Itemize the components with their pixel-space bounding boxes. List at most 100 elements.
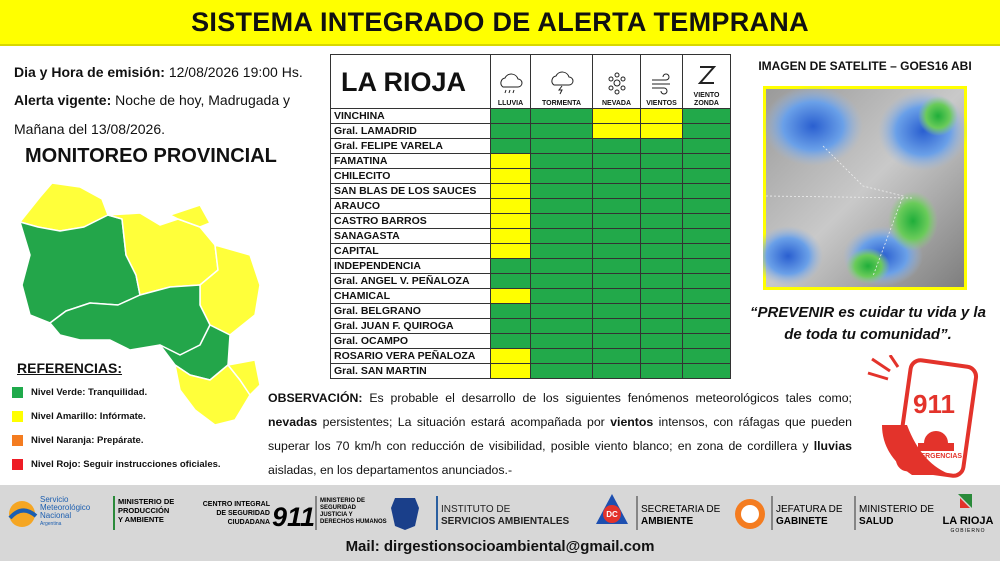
alert-cell xyxy=(592,168,641,184)
column-label: NEVADA xyxy=(601,100,632,107)
alert-cell xyxy=(530,153,593,169)
reference-item: Nivel Naranja: Prepárate. xyxy=(12,435,143,446)
alert-cell xyxy=(640,348,683,364)
table-row: Gral. ANGEL V. PEÑALOZA xyxy=(330,273,731,289)
alert-cell xyxy=(490,138,531,154)
observation-text: vientos xyxy=(610,415,654,429)
alert-label: Alerta vigente: xyxy=(14,92,112,108)
logo-text: SECRETARIA DE xyxy=(641,504,721,515)
department-name: CHAMICAL xyxy=(330,288,491,304)
logo-text: Y AMBIENTE xyxy=(118,515,164,524)
alert-cell xyxy=(640,318,683,334)
table-row: Gral. SAN MARTIN xyxy=(330,363,731,379)
alert-cell xyxy=(530,228,593,244)
reference-item: Nivel Rojo: Seguir instrucciones oficial… xyxy=(12,459,221,470)
alert-cell xyxy=(530,123,593,139)
footer-logos: Servicio Meteorológico Nacional Argentin… xyxy=(8,494,994,534)
alert-cell xyxy=(640,303,683,319)
table-header-row: LA RIOJA LLUVIA TORMENTA NEVADA VIENTOS VIENT… xyxy=(330,54,731,109)
department-name: Gral. LAMADRID xyxy=(330,123,491,139)
logo-text: CENTRO INTEGRAL xyxy=(203,501,271,508)
table-row: Gral. OCAMPO xyxy=(330,333,731,349)
reference-swatch xyxy=(12,459,23,470)
logo-text: Argentina xyxy=(40,521,62,527)
alert-cell xyxy=(530,303,593,319)
alert-cell xyxy=(640,138,683,154)
alert-cell xyxy=(592,108,641,124)
logo-text: AMBIENTE xyxy=(641,516,694,527)
reference-item: Nivel Verde: Tranquilidad. xyxy=(12,387,147,398)
reference-item: Nivel Amarillo: Infórmate. xyxy=(12,411,146,422)
alert-cell xyxy=(530,243,593,259)
alert-cell xyxy=(640,363,683,379)
alert-cell xyxy=(592,198,641,214)
observation: OBSERVACIÓN: Es probable el desarrollo d… xyxy=(268,386,852,482)
observation-text: intensos, con ráfagas que pueden superar… xyxy=(268,415,856,453)
alert-cell xyxy=(682,183,731,199)
emission-value: 12/08/2026 19:00 Hs. xyxy=(168,64,303,80)
department-name: FAMATINA xyxy=(330,153,491,169)
alert-cell xyxy=(592,288,641,304)
reference-swatch xyxy=(12,387,23,398)
table-row: Gral. FELIPE VARELA xyxy=(330,138,731,154)
department-name: CHILECITO xyxy=(330,168,491,184)
alert-cell xyxy=(490,318,531,334)
alert-cell xyxy=(592,348,641,364)
alert-cell xyxy=(592,153,641,169)
alert-value: Noche de hoy, Madrugada y Mañana del 13/… xyxy=(14,92,290,137)
reference-swatch xyxy=(12,411,23,422)
column-header: TORMENTA xyxy=(530,54,593,109)
alert-cell xyxy=(592,333,641,349)
alert-cell xyxy=(490,348,531,364)
department-name: CASTRO BARROS xyxy=(330,213,491,229)
alert-cell xyxy=(530,333,593,349)
department-name: ROSARIO VERA PEÑALOZA xyxy=(330,348,491,364)
alert-cell xyxy=(592,183,641,199)
logo-text: DE SEGURIDAD xyxy=(216,510,270,517)
table-row: Gral. LAMADRID xyxy=(330,123,731,139)
column-label: VIENTO ZONDA xyxy=(693,92,720,107)
logo-text: DERECHOS HUMANOS xyxy=(320,519,387,525)
satellite-image xyxy=(763,86,967,290)
department-name: Gral. BELGRANO xyxy=(330,303,491,319)
table-title: LA RIOJA xyxy=(330,54,491,109)
reference-label: Nivel Verde: Tranquilidad. xyxy=(31,387,148,398)
observation-text: aisladas, en los departamentos anunciado… xyxy=(268,439,856,477)
reference-label: Nivel Amarillo: Infórmate. xyxy=(31,411,146,422)
alert-cell xyxy=(682,168,731,184)
alert-cell xyxy=(592,123,641,139)
alert-cell xyxy=(640,198,683,214)
alert-cell xyxy=(640,258,683,274)
department-name: Gral. SAN MARTIN xyxy=(330,363,491,379)
alert-cell xyxy=(682,243,731,259)
emergency-number: 911 xyxy=(913,389,955,419)
references-title: REFERENCIAS: xyxy=(17,360,123,376)
province-map xyxy=(19,182,261,426)
alert-cell xyxy=(490,288,531,304)
logo-text: DC xyxy=(606,510,618,519)
table-row: VINCHINA xyxy=(330,108,731,124)
alert-cell xyxy=(640,108,683,124)
alert-cell xyxy=(592,303,641,319)
column-header: VIENTO ZONDA xyxy=(682,54,731,109)
alert-cell xyxy=(682,288,731,304)
alert-cell xyxy=(490,243,531,259)
logo-text: CIUDADANA xyxy=(228,519,270,526)
logo-text: Nacional xyxy=(40,511,71,520)
alert-cell xyxy=(640,213,683,229)
alert-cell xyxy=(490,213,531,229)
alert-cell xyxy=(682,138,731,154)
logo-text: SEGURIDAD xyxy=(320,505,357,511)
department-name: Gral. OCAMPO xyxy=(330,333,491,349)
alert-cell xyxy=(592,258,641,274)
logo-text: LA RIOJA xyxy=(943,515,994,527)
department-name: VINCHINA xyxy=(330,108,491,124)
table-row: SANAGASTA xyxy=(330,228,731,244)
department-name: CAPITAL xyxy=(330,243,491,259)
alert-cell xyxy=(530,273,593,289)
alert-cell xyxy=(592,228,641,244)
alert-cell xyxy=(682,228,731,244)
alert-cell xyxy=(530,108,593,124)
reference-label: Nivel Rojo: Seguir instrucciones oficial… xyxy=(31,459,221,470)
